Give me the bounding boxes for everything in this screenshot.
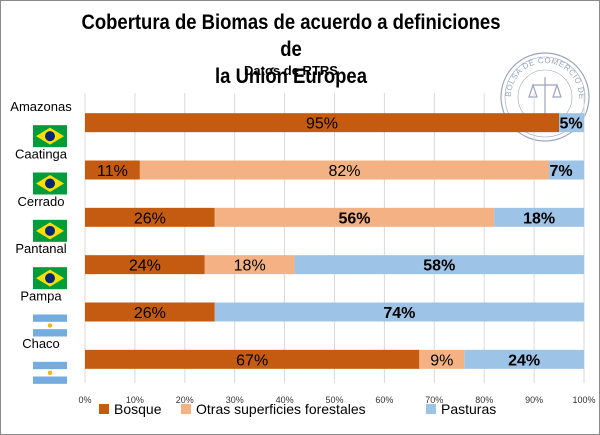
x-tick-label: 20% — [176, 395, 194, 405]
data-label: 26% — [134, 210, 166, 227]
bar-segment — [85, 349, 420, 369]
data-label: 7% — [550, 163, 573, 180]
chart-title-line-2: la Unión Europea — [215, 65, 367, 88]
bar-segment — [419, 349, 465, 369]
bar-segment — [204, 255, 295, 275]
brazil-flag-globe — [45, 131, 55, 142]
legend-swatch — [99, 404, 109, 414]
bolsa-comercio-seal-logo: BOLSA DE COMERCIO DE ROSARIO — [495, 45, 590, 142]
x-tick-label: 10% — [126, 395, 144, 405]
argentina-flag-bottom-stripe — [33, 329, 67, 337]
x-tick-label: 90% — [525, 395, 543, 405]
category-label: Chaco — [22, 336, 60, 351]
bar-segment — [85, 113, 560, 133]
chart-subtitle: Datos de RTRS — [244, 63, 338, 78]
data-label: 95% — [306, 116, 338, 133]
x-tick-label: 100% — [572, 395, 595, 405]
bar-segment — [464, 349, 584, 369]
bar-segment — [214, 302, 585, 322]
category-label: Caatinga — [15, 147, 68, 162]
data-label: 24% — [508, 352, 540, 369]
brazil-flag-globe — [45, 225, 55, 236]
legend-swatch — [426, 404, 436, 414]
data-label: 74% — [383, 305, 415, 322]
data-label: 18% — [523, 210, 555, 227]
argentina-flag-top-stripe — [33, 314, 67, 322]
bar-segment — [85, 160, 140, 180]
argentina-flag-sun — [47, 370, 53, 376]
bar-segment — [559, 113, 584, 133]
bar-segment — [549, 160, 584, 180]
bar-segment — [214, 207, 495, 227]
brazil-flag-globe — [45, 273, 55, 284]
data-label: 9% — [430, 352, 453, 369]
category-label: Amazonas — [10, 99, 72, 114]
legend-label: Otras superficies forestales — [196, 401, 366, 417]
argentina-flag-top-stripe — [33, 361, 67, 370]
x-tick-label: 0% — [78, 395, 91, 405]
bar-segment — [294, 255, 584, 275]
data-label: 5% — [559, 116, 582, 133]
x-tick-label: 40% — [276, 395, 294, 405]
bar-segment — [85, 255, 205, 275]
data-label: 58% — [423, 258, 455, 275]
data-label: 56% — [338, 210, 370, 227]
x-tick-label: 80% — [475, 395, 493, 405]
data-label: 26% — [134, 305, 166, 322]
data-label: 67% — [236, 352, 268, 369]
data-label: 11% — [97, 163, 128, 180]
data-label: 24% — [129, 258, 161, 275]
argentina-flag-sun — [47, 323, 53, 328]
brazil-flag-globe — [45, 178, 55, 189]
bar-segment — [85, 207, 215, 227]
x-tick-label: 60% — [375, 395, 393, 405]
argentina-flag-bottom-stripe — [33, 376, 67, 384]
category-label: Pampa — [20, 289, 62, 304]
legend-swatch — [181, 404, 191, 414]
category-label: Pantanal — [15, 241, 66, 256]
x-tick-label: 50% — [325, 395, 343, 405]
x-tick-label: 70% — [425, 395, 443, 405]
legend-label: Pasturas — [441, 401, 496, 417]
bar-segment — [494, 207, 584, 227]
bar-segment — [139, 160, 550, 180]
chart-title: Cobertura de Biomas de acuerdo a definic… — [71, 9, 511, 90]
data-label: 82% — [328, 163, 360, 180]
bar-segment — [85, 302, 215, 322]
data-label: 18% — [234, 258, 266, 275]
x-tick-label: 30% — [226, 395, 244, 405]
chart-title-line-1: Cobertura de Biomas de acuerdo a definic… — [81, 11, 501, 61]
legend-label: Bosque — [114, 401, 162, 417]
category-label: Cerrado — [18, 194, 65, 209]
